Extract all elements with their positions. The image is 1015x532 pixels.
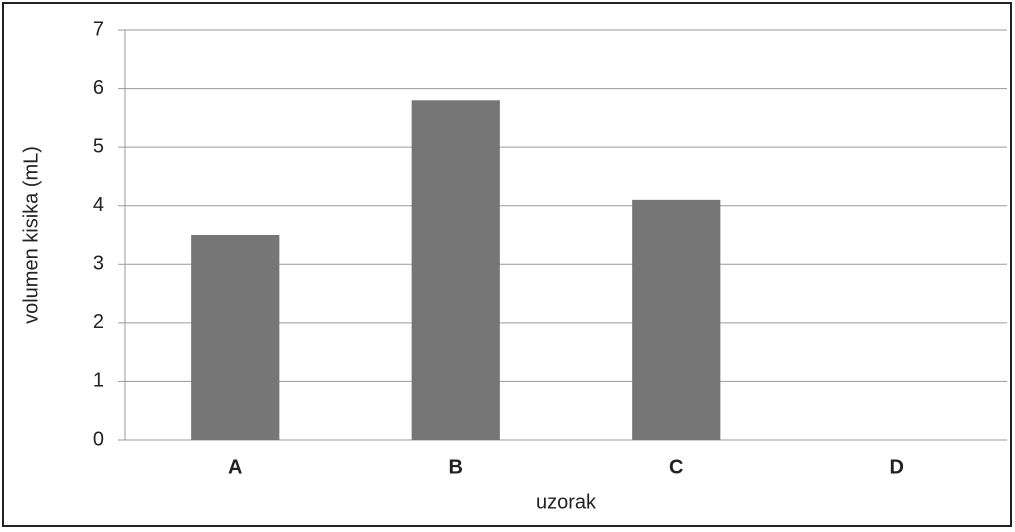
y-axis-label: volumen kisika (mL) (20, 146, 42, 324)
y-tick-label: 2 (93, 311, 104, 333)
y-tick-label: 7 (93, 18, 104, 40)
y-tick-label: 5 (93, 135, 104, 157)
x-tick-label: A (228, 456, 242, 478)
x-tick-label: B (449, 456, 463, 478)
x-tick-label: D (890, 456, 904, 478)
bar (411, 100, 500, 441)
y-tick-label: 4 (93, 194, 104, 216)
y-tick-label: 6 (93, 77, 104, 99)
bar (191, 235, 280, 440)
y-tick-label: 0 (93, 428, 104, 450)
x-axis-label: uzorak (536, 491, 597, 513)
bar (632, 199, 721, 440)
y-tick-label: 3 (93, 253, 104, 275)
x-tick-label: C (669, 456, 683, 478)
y-tick-label: 1 (93, 370, 104, 392)
